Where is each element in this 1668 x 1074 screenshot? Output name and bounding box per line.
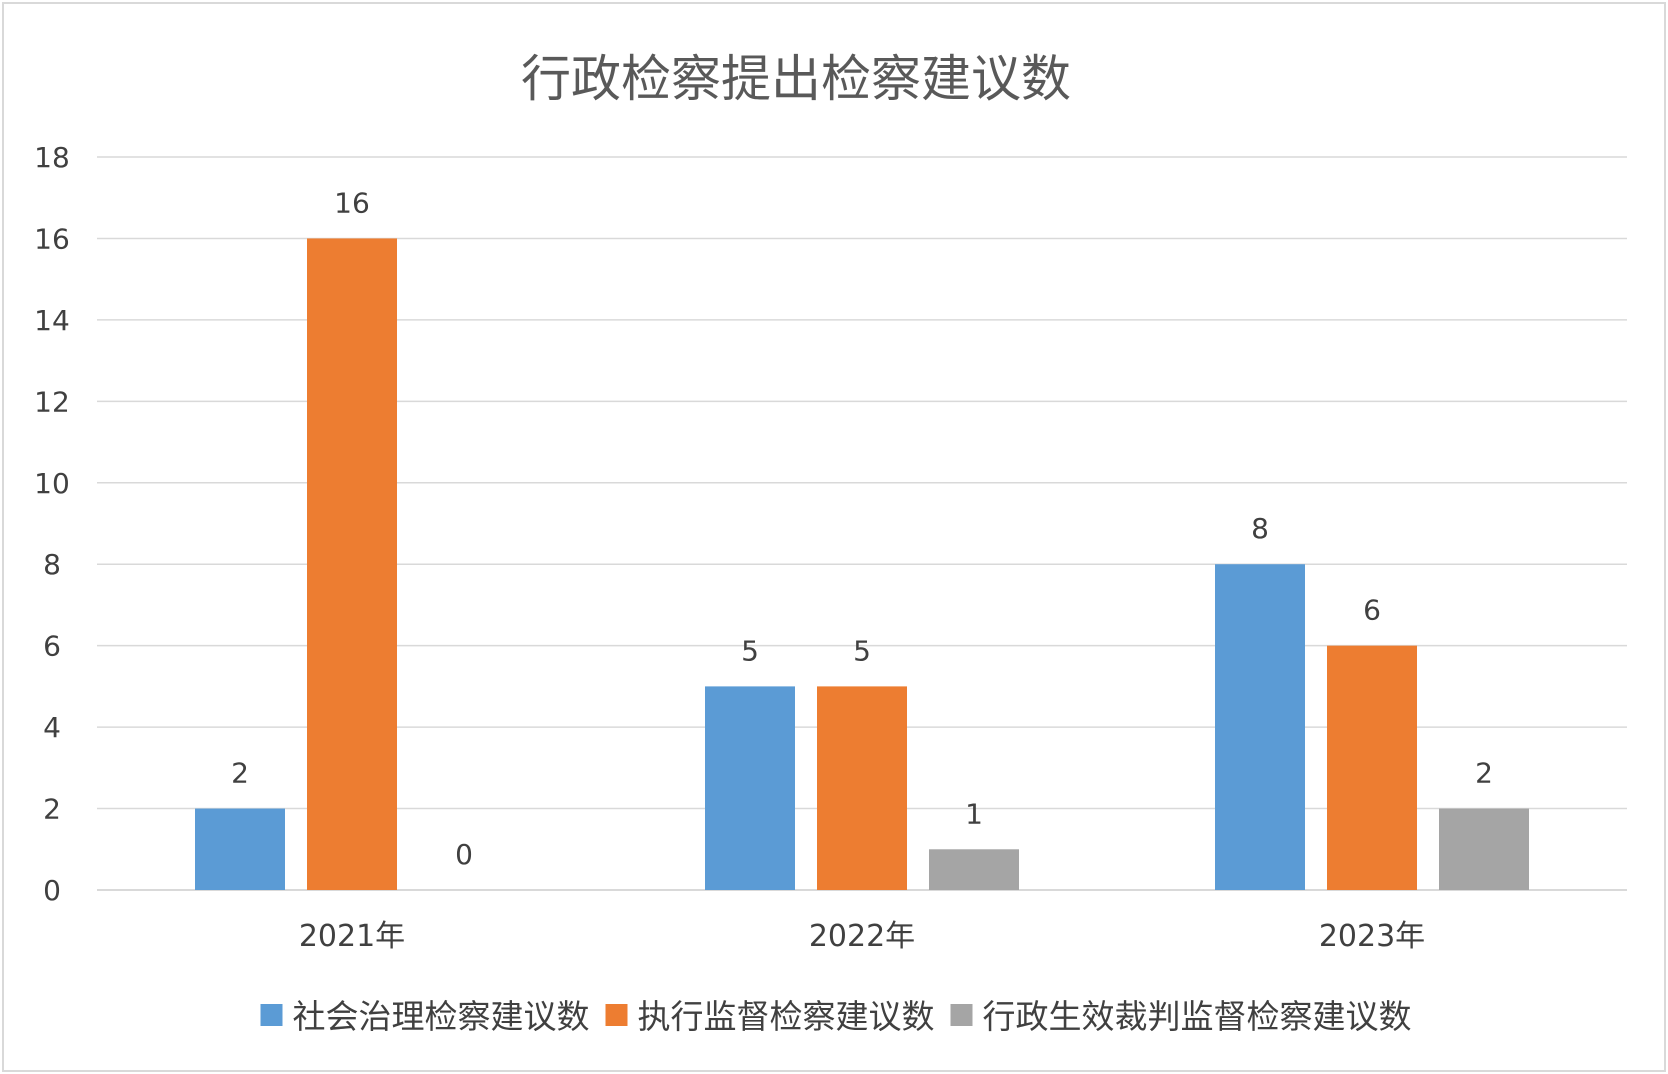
legend-label: 执行监督检察建议数 bbox=[638, 997, 935, 1036]
y-axis-ticks: 0 2 4 6 8 10 12 14 16 18 bbox=[34, 141, 70, 907]
chart-title: 行政检察提出检察建议数 bbox=[521, 50, 1071, 108]
legend-swatch bbox=[950, 1004, 973, 1026]
x-tick-label: 2022年 bbox=[809, 919, 915, 954]
data-labels: 2 16 0 5 5 1 8 6 2 bbox=[231, 186, 1493, 871]
data-label: 0 bbox=[455, 838, 473, 871]
y-tick-label: 0 bbox=[43, 874, 61, 907]
y-tick-label: 10 bbox=[34, 467, 70, 500]
bar bbox=[1439, 808, 1529, 890]
bar bbox=[195, 808, 285, 890]
bar bbox=[1327, 645, 1417, 890]
bar bbox=[307, 238, 397, 890]
y-tick-label: 14 bbox=[34, 304, 70, 337]
x-tick-label: 2021年 bbox=[299, 919, 405, 954]
legend-label: 社会治理检察建议数 bbox=[293, 997, 590, 1036]
bar bbox=[1215, 564, 1305, 890]
y-tick-label: 16 bbox=[34, 222, 70, 255]
x-axis-ticks: 2021年 2022年 2023年 bbox=[299, 919, 1425, 954]
bar bbox=[705, 686, 795, 890]
bar bbox=[817, 686, 907, 890]
legend-label: 行政生效裁判监督检察建议数 bbox=[983, 997, 1412, 1036]
bar bbox=[929, 849, 1019, 890]
data-label: 5 bbox=[853, 634, 871, 667]
data-label: 16 bbox=[334, 186, 370, 219]
y-tick-label: 2 bbox=[43, 793, 61, 826]
data-label: 8 bbox=[1251, 512, 1269, 545]
x-tick-label: 2023年 bbox=[1319, 919, 1425, 954]
y-tick-label: 6 bbox=[43, 630, 61, 663]
y-tick-label: 18 bbox=[34, 141, 70, 174]
legend-swatch bbox=[260, 1004, 283, 1026]
data-label: 6 bbox=[1363, 594, 1381, 627]
data-label: 1 bbox=[965, 797, 983, 830]
data-label: 2 bbox=[231, 757, 249, 790]
bars bbox=[195, 238, 1529, 890]
legend-swatch bbox=[605, 1004, 628, 1026]
y-tick-label: 12 bbox=[34, 385, 70, 418]
y-tick-label: 4 bbox=[43, 711, 61, 744]
legend: 社会治理检察建议数 执行监督检察建议数 行政生效裁判监督检察建议数 bbox=[260, 997, 1412, 1036]
data-label: 5 bbox=[741, 634, 759, 667]
data-label: 2 bbox=[1475, 757, 1493, 790]
y-tick-label: 8 bbox=[43, 548, 61, 581]
